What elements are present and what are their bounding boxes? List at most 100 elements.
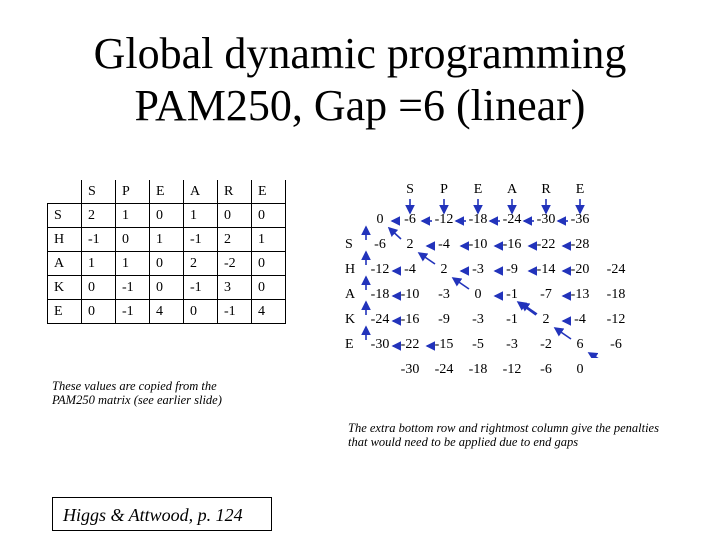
dp-cell: -18 bbox=[468, 362, 488, 377]
score-cell: 0 bbox=[251, 203, 286, 228]
dp-col-header: E bbox=[473, 182, 483, 197]
left-note: These values are copied from the PAM250 … bbox=[52, 379, 222, 407]
dp-cell: -16 bbox=[400, 312, 420, 327]
dp-cell: -3 bbox=[472, 312, 484, 327]
score-col-header: R bbox=[217, 180, 252, 204]
dp-cell: 2 bbox=[440, 262, 448, 277]
dp-cell: -36 bbox=[570, 212, 590, 227]
score-row-label: E bbox=[47, 299, 82, 324]
score-cell: -1 bbox=[115, 275, 150, 300]
traceback-arrow bbox=[451, 277, 470, 290]
score-cell: 4 bbox=[251, 299, 286, 324]
score-cell: -1 bbox=[183, 227, 218, 252]
score-cell: 0 bbox=[149, 203, 184, 228]
traceback-arrow bbox=[553, 327, 572, 340]
traceback-arrow bbox=[516, 301, 537, 316]
score-cell: 1 bbox=[115, 203, 150, 228]
dp-cell: -2 bbox=[540, 337, 552, 352]
traceback-arrow bbox=[417, 252, 436, 265]
score-cell: 0 bbox=[115, 227, 150, 252]
dp-cell: 2 bbox=[542, 312, 550, 327]
traceback-arrow bbox=[387, 226, 402, 240]
dp-cell: -12 bbox=[434, 212, 454, 227]
score-cell: 2 bbox=[183, 251, 218, 276]
dp-cell: -24 bbox=[370, 312, 390, 327]
dp-cell: -16 bbox=[502, 237, 522, 252]
dp-cell: -6 bbox=[404, 212, 416, 227]
title-line-2: PAM250, Gap =6 (linear) bbox=[134, 81, 586, 130]
slide-title: Global dynamic programming PAM250, Gap =… bbox=[0, 28, 720, 132]
score-cell: 0 bbox=[81, 299, 116, 324]
dp-row-label: E bbox=[345, 337, 354, 352]
dp-col-header: R bbox=[541, 182, 551, 197]
dp-col-header: S bbox=[406, 182, 414, 197]
dp-row-label: K bbox=[345, 312, 356, 327]
score-cell: 0 bbox=[81, 275, 116, 300]
dp-cell: -30 bbox=[536, 212, 556, 227]
dp-matrix: S P E A R E S H A K E 0 -6 -12 -18 -24 -30 -36 -6 2 -4 -10 -16… bbox=[332, 182, 632, 377]
score-table-row: S 2 1 0 1 0 0 bbox=[47, 203, 286, 228]
dp-cell: -12 bbox=[502, 362, 522, 377]
score-row-label: H bbox=[47, 227, 82, 252]
score-col-header: S bbox=[81, 180, 116, 204]
dp-row-label: H bbox=[345, 262, 356, 277]
dp-row-label: S bbox=[345, 237, 353, 252]
score-cell: 0 bbox=[251, 275, 286, 300]
score-row-label: A bbox=[47, 251, 82, 276]
dp-cell: -12 bbox=[606, 312, 626, 327]
score-col-header: A bbox=[183, 180, 218, 204]
dp-cell: -24 bbox=[502, 212, 522, 227]
dp-cell: -22 bbox=[400, 337, 420, 352]
dp-cell: -6 bbox=[374, 237, 386, 252]
score-cell: -1 bbox=[115, 299, 150, 324]
score-cell: 0 bbox=[217, 203, 252, 228]
score-table-row: E 0 -1 4 0 -1 4 bbox=[47, 299, 286, 324]
dp-arrows bbox=[361, 199, 599, 358]
dp-cell: -30 bbox=[400, 362, 420, 377]
right-note: The extra bottom row and rightmost colum… bbox=[348, 421, 659, 449]
dp-cell: -6 bbox=[540, 362, 552, 377]
dp-cell: 0 bbox=[474, 287, 482, 302]
title-line-1: Global dynamic programming bbox=[93, 29, 627, 78]
score-table-row: K 0 -1 0 -1 3 0 bbox=[47, 275, 286, 300]
score-cell: 4 bbox=[149, 299, 184, 324]
dp-cell: -3 bbox=[506, 337, 518, 352]
dp-cell: -20 bbox=[570, 262, 590, 277]
dp-cell: -10 bbox=[400, 287, 420, 302]
score-cell: -1 bbox=[183, 275, 218, 300]
score-table-corner bbox=[48, 180, 82, 204]
dp-cell: -3 bbox=[438, 287, 450, 302]
dp-cell: 2 bbox=[406, 237, 414, 252]
dp-col-header: P bbox=[440, 182, 448, 197]
score-table: S P E A R E S 2 1 0 1 0 0 H -1 0 1 -1 2 … bbox=[47, 180, 286, 324]
score-cell: 1 bbox=[115, 251, 150, 276]
score-cell: -1 bbox=[81, 227, 116, 252]
traceback-arrow bbox=[587, 352, 599, 358]
dp-cell: -15 bbox=[434, 337, 454, 352]
dp-cell: -1 bbox=[506, 287, 518, 302]
score-cell: -1 bbox=[217, 299, 252, 324]
dp-cell: -30 bbox=[370, 337, 390, 352]
dp-cell: -6 bbox=[610, 337, 622, 352]
dp-cell: -24 bbox=[434, 362, 454, 377]
score-cell: 0 bbox=[251, 251, 286, 276]
dp-cell: -9 bbox=[438, 312, 450, 327]
dp-cell: -4 bbox=[438, 237, 450, 252]
dp-col-header: E bbox=[575, 182, 585, 197]
score-cell: 3 bbox=[217, 275, 252, 300]
dp-cell: -7 bbox=[540, 287, 552, 302]
score-cell: 2 bbox=[81, 203, 116, 228]
dp-cell: -14 bbox=[536, 262, 556, 277]
score-cell: -2 bbox=[217, 251, 252, 276]
score-cell: 1 bbox=[81, 251, 116, 276]
dp-cell: -22 bbox=[536, 237, 556, 252]
dp-cell: -12 bbox=[370, 262, 390, 277]
score-table-row: A 1 1 0 2 -2 0 bbox=[47, 251, 286, 276]
dp-cell: 0 bbox=[376, 212, 384, 227]
score-table-header-row: S P E A R E bbox=[48, 180, 286, 204]
score-row-label: S bbox=[47, 203, 82, 228]
dp-cell: -18 bbox=[468, 212, 488, 227]
dp-cell: 6 bbox=[576, 337, 584, 352]
dp-row-label: A bbox=[345, 287, 356, 302]
dp-col-header: A bbox=[506, 182, 518, 197]
